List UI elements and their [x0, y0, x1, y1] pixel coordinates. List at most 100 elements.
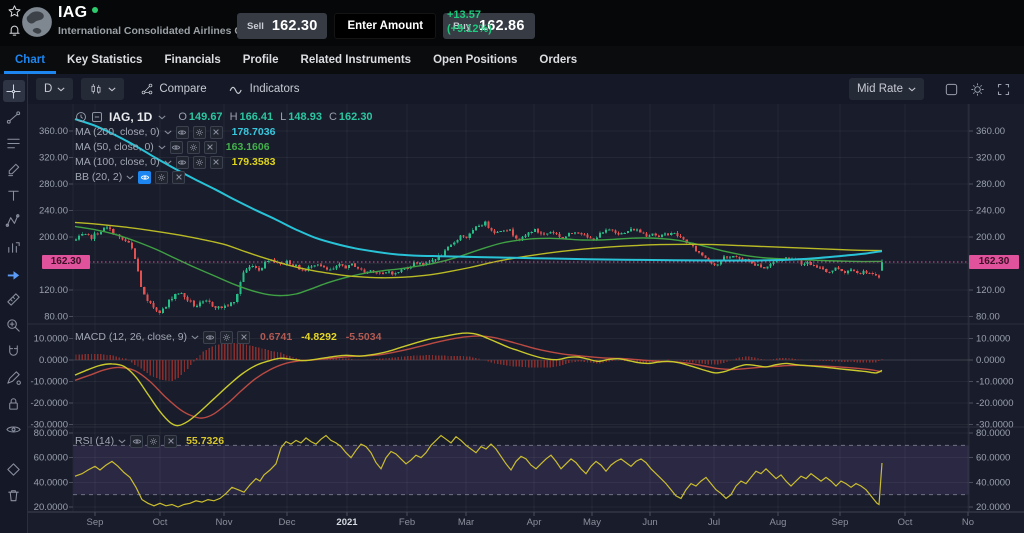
svg-text:200.00: 200.00 — [976, 232, 1005, 243]
main-series-legend: IAG, 1D O 149.67 H 166.41 L 148.93 C 162.30 — [75, 110, 373, 124]
right-price-scale[interactable] — [969, 104, 1024, 512]
svg-text:-10.0000: -10.0000 — [976, 377, 1014, 388]
tab-key-statistics[interactable]: Key Statistics — [67, 54, 143, 66]
price-change: +13.57 (+9.12%) — [447, 8, 492, 36]
chevron-down-icon — [57, 87, 65, 91]
visibility-eye-icon[interactable] — [203, 330, 217, 344]
indicator-menu-caret[interactable] — [164, 130, 172, 135]
svg-text:Oct: Oct — [898, 517, 913, 528]
chart-type-button[interactable] — [81, 78, 125, 100]
indicator-settings-icon[interactable] — [192, 125, 206, 139]
collapse-icon[interactable] — [91, 111, 103, 123]
indicator-settings-icon[interactable] — [186, 140, 200, 154]
time-scale[interactable] — [28, 512, 1024, 533]
compare-button[interactable]: Compare — [132, 78, 214, 100]
svg-text:-20.0000: -20.0000 — [976, 398, 1014, 409]
remove-indicator-icon[interactable] — [237, 330, 251, 344]
svg-text:Dec: Dec — [279, 517, 296, 528]
axis-labels: 360.00 360.00 320.00 320.00 280.00 280.00 240.… — [30, 126, 1013, 528]
xabcd-pattern-icon[interactable] — [3, 210, 25, 232]
interval-button[interactable]: D — [36, 78, 74, 100]
settings-gear-icon[interactable] — [964, 78, 990, 100]
favorite-star-icon[interactable] — [7, 4, 23, 20]
snapshot-icon[interactable] — [938, 78, 964, 100]
remove-indicator-icon[interactable] — [164, 434, 178, 448]
history-icon[interactable] — [75, 111, 87, 123]
tab-profile[interactable]: Profile — [242, 54, 279, 66]
left-price-scale[interactable] — [28, 104, 73, 512]
chevron-down-icon — [108, 87, 116, 91]
indicator-settings-icon[interactable] — [220, 330, 234, 344]
forecast-icon[interactable] — [3, 236, 25, 258]
svg-text:60.0000: 60.0000 — [34, 453, 68, 464]
svg-text:0.0000: 0.0000 — [39, 355, 68, 366]
svg-text:240.00: 240.00 — [976, 206, 1005, 217]
remove-indicator-icon[interactable] — [209, 155, 223, 169]
indicator-menu-caret[interactable] — [164, 160, 172, 165]
indicators-wave-icon — [229, 86, 242, 94]
chart-toolbar: D Compare Indicators Mid Rate — [28, 74, 1024, 105]
remove-indicator-icon[interactable] — [203, 140, 217, 154]
arrow-icon[interactable] — [3, 262, 25, 284]
lock-icon[interactable] — [3, 392, 25, 414]
current-price-label-right: 162.30 — [969, 255, 1019, 269]
svg-text:200.00: 200.00 — [39, 232, 68, 243]
tab-orders[interactable]: Orders — [539, 54, 578, 66]
svg-text:Apr: Apr — [527, 517, 542, 528]
indicator-menu-caret[interactable] — [118, 439, 126, 444]
crosshair-icon[interactable] — [2, 80, 25, 102]
rsi-legend: RSI (14) 55.7326 — [75, 434, 225, 448]
indicators-button[interactable]: Indicators — [221, 78, 308, 100]
tab-chart[interactable]: Chart — [4, 46, 56, 74]
sell-button[interactable]: Sell 162.30 — [237, 13, 328, 39]
chart-canvas[interactable]: 360.00 360.00 320.00 320.00 280.00 280.00 240.… — [28, 104, 1024, 533]
trend-line-icon[interactable] — [3, 106, 25, 128]
fullscreen-icon[interactable] — [990, 78, 1016, 100]
svg-text:Jul: Jul — [708, 517, 720, 528]
brush-icon[interactable] — [3, 158, 25, 180]
svg-text:Feb: Feb — [399, 517, 415, 528]
remove-indicator-icon[interactable] — [209, 125, 223, 139]
svg-text:-10.0000: -10.0000 — [30, 377, 68, 388]
indicator-menu-caret[interactable] — [126, 175, 134, 180]
visibility-eye-icon[interactable] — [175, 155, 189, 169]
remove-indicator-icon[interactable] — [172, 170, 186, 184]
text-icon[interactable] — [3, 184, 25, 206]
indicator-menu-caret[interactable] — [158, 145, 166, 150]
indicator-settings-icon[interactable] — [155, 170, 169, 184]
change-absolute: +13.57 — [447, 9, 481, 21]
alert-bell-icon[interactable] — [7, 22, 23, 38]
svg-text:80.0000: 80.0000 — [976, 428, 1010, 439]
svg-text:320.00: 320.00 — [39, 153, 68, 164]
buy-button[interactable]: Buy 162.86 — [443, 13, 535, 39]
svg-text:240.00: 240.00 — [39, 206, 68, 217]
trash-icon[interactable] — [3, 484, 25, 506]
tab-related-instruments[interactable]: Related Instruments — [300, 54, 412, 66]
svg-text:Nov: Nov — [216, 517, 233, 528]
indicator-settings-icon[interactable] — [192, 155, 206, 169]
fib-retracement-icon[interactable] — [3, 132, 25, 154]
instrument-header: IAG International Consolidated Airlines … — [0, 0, 1024, 46]
svg-text:10.0000: 10.0000 — [34, 334, 68, 345]
object-tree-icon[interactable] — [3, 458, 25, 480]
enter-amount-button[interactable]: Enter Amount — [334, 13, 437, 39]
indicator-settings-icon[interactable] — [147, 434, 161, 448]
macd-signal-line — [74, 335, 883, 419]
tab-financials[interactable]: Financials — [164, 54, 221, 66]
svg-text:-30.0000: -30.0000 — [976, 420, 1014, 431]
visibility-eye-icon[interactable] — [138, 170, 152, 184]
indicator-menu-caret[interactable] — [191, 335, 199, 340]
drawing-settings-icon[interactable] — [3, 366, 25, 388]
visibility-eye-icon[interactable] — [169, 140, 183, 154]
rate-selector[interactable]: Mid Rate — [848, 78, 924, 100]
visibility-eye-icon[interactable] — [130, 434, 144, 448]
series-menu-caret[interactable] — [158, 115, 166, 120]
hide-drawings-icon[interactable] — [3, 418, 25, 440]
indicator-legend-row: BB (20, 2) — [75, 170, 373, 184]
measure-icon[interactable] — [3, 288, 25, 310]
zoom-in-icon[interactable] — [3, 314, 25, 336]
magnet-icon[interactable] — [3, 340, 25, 362]
change-percent: (+9.12%) — [447, 23, 492, 35]
tab-open-positions[interactable]: Open Positions — [433, 54, 518, 66]
visibility-eye-icon[interactable] — [175, 125, 189, 139]
